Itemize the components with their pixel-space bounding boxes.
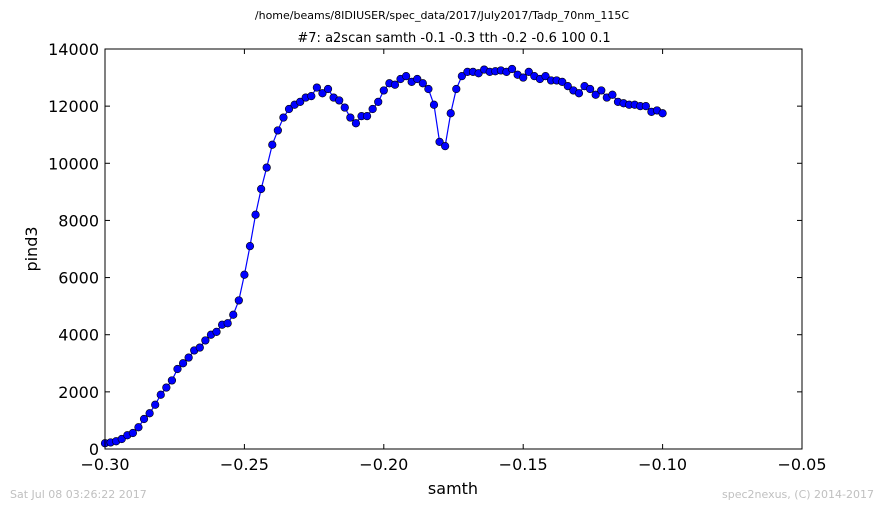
y-tick-label: 14000 [48, 40, 99, 59]
plot-frame [104, 48, 803, 450]
data-point [574, 89, 584, 98]
data-point [418, 79, 427, 88]
plot-area [105, 49, 802, 449]
data-point [524, 67, 533, 76]
data-point [368, 104, 377, 114]
data-point [262, 163, 271, 172]
data-point [307, 92, 316, 101]
data-point [234, 296, 243, 305]
data-point [296, 97, 305, 106]
x-tick-label: −0.10 [638, 455, 687, 474]
data-point [435, 137, 444, 146]
data-point [586, 84, 595, 94]
data-point [240, 270, 249, 279]
data-point [318, 89, 327, 98]
y-tick-label: 8000 [58, 211, 99, 230]
data-point [128, 428, 137, 438]
data-point [167, 376, 177, 385]
data-point [273, 126, 282, 135]
data-point [441, 142, 450, 151]
data-point [558, 77, 567, 86]
data-point [251, 210, 260, 219]
data-point [658, 109, 667, 118]
data-point [151, 400, 160, 409]
data-point [641, 102, 650, 111]
data-point [591, 90, 600, 99]
data-point [212, 327, 221, 336]
data-point [402, 72, 411, 81]
data-point [429, 100, 439, 109]
data-point [424, 84, 433, 94]
data-point [519, 73, 528, 82]
x-tick-label: −0.05 [777, 455, 826, 474]
data-point [597, 86, 606, 95]
data-point [156, 390, 165, 399]
x-axis-label: samth [428, 479, 478, 498]
data-point [268, 140, 277, 149]
data-point [257, 184, 266, 194]
series-layer [100, 64, 667, 448]
data-point [541, 72, 550, 81]
data-point [134, 423, 143, 432]
data-point [139, 414, 149, 424]
x-axis: −0.30 −0.25 −0.20 −0.15 −0.10 −0.05 [80, 49, 827, 474]
data-point [452, 84, 461, 94]
data-point [413, 74, 422, 84]
x-tick-label: −0.30 [80, 455, 129, 474]
data-point [340, 103, 349, 112]
data-point [201, 336, 210, 345]
y-tick-label: 0 [89, 440, 99, 459]
y-axis-label: pind3 [22, 226, 41, 271]
x-tick-label: −0.20 [359, 455, 408, 474]
data-point [223, 319, 232, 328]
data-point [608, 90, 617, 99]
footer-credit: spec2nexus, (C) 2014-2017 [722, 488, 874, 501]
chart-suptitle: /home/beams/8IDIUSER/spec_data/2017/July… [255, 9, 630, 22]
data-point [279, 113, 288, 122]
data-point [362, 112, 372, 121]
data-point [284, 104, 294, 114]
footer-timestamp: Sat Jul 08 03:26:22 2017 [10, 488, 147, 501]
data-point [245, 242, 255, 251]
y-tick-label: 6000 [58, 269, 99, 288]
y-tick-label: 2000 [58, 383, 99, 402]
data-point [312, 83, 321, 92]
y-tick-label: 10000 [48, 154, 99, 173]
data-point [173, 364, 182, 374]
x-tick-label: −0.15 [499, 455, 548, 474]
data-point [229, 310, 238, 319]
data-point [335, 96, 344, 105]
x-tick-label: −0.25 [220, 455, 269, 474]
data-point [195, 343, 204, 352]
data-point [563, 82, 572, 91]
data-point [379, 86, 388, 95]
data-point [178, 359, 188, 368]
data-point [351, 119, 361, 128]
y-axis: 0 2000 4000 6000 8000 10000 12000 14000 [48, 40, 802, 459]
data-point [162, 383, 171, 392]
data-point [374, 97, 383, 106]
y-tick-label: 12000 [48, 97, 99, 116]
data-point [457, 72, 466, 81]
data-point [323, 84, 333, 94]
data-point [390, 80, 400, 89]
data-point [507, 64, 517, 74]
data-point [446, 109, 455, 118]
data-point [145, 409, 154, 418]
chart-title: #7: a2scan samth -0.1 -0.3 tth -0.2 -0.6… [297, 31, 610, 46]
data-point [346, 113, 355, 122]
data-point [184, 353, 193, 362]
y-tick-label: 4000 [58, 326, 99, 345]
